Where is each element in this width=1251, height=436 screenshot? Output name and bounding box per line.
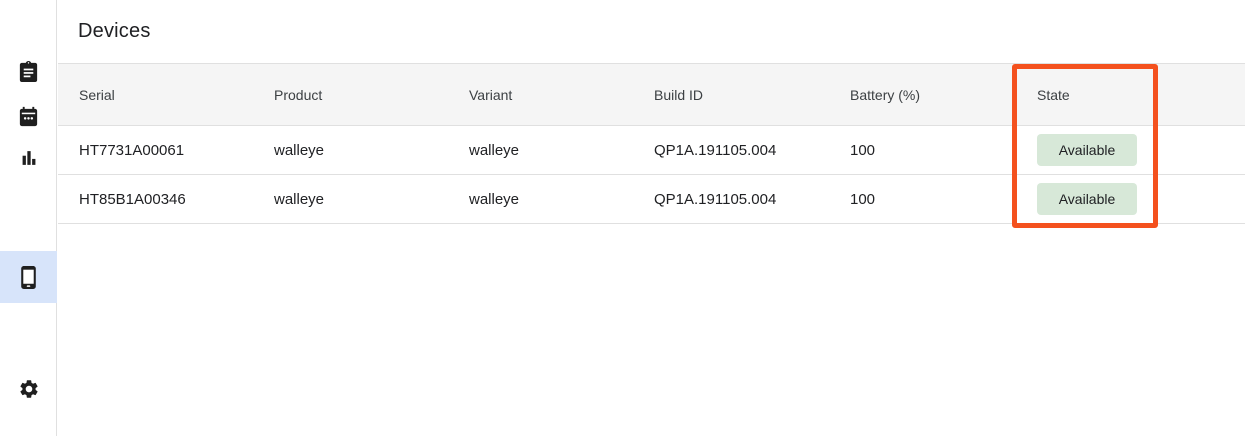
sidebar-item-devices[interactable]: [0, 251, 57, 303]
cell-battery: 100: [850, 141, 876, 159]
cell-build-id: QP1A.191105.004: [654, 190, 777, 208]
bar-chart-icon: [18, 147, 40, 169]
cell-serial: HT7731A00061: [79, 141, 185, 159]
cell-state: Available: [1037, 134, 1245, 166]
devices-table: Serial Product Variant Build ID Battery …: [58, 63, 1245, 224]
column-header-variant: Variant: [469, 86, 513, 103]
clipboard-list-icon: [17, 60, 40, 83]
gear-icon: [18, 378, 40, 400]
cell-serial: HT85B1A00346: [79, 190, 186, 208]
table-row[interactable]: HT85B1A00346 walleye walleye QP1A.191105…: [58, 175, 1245, 224]
cell-variant: walleye: [469, 190, 520, 208]
table-header-row: Serial Product Variant Build ID Battery …: [58, 63, 1245, 126]
column-header-battery: Battery (%): [850, 86, 921, 103]
phone-icon: [16, 265, 41, 290]
state-badge: Available: [1037, 183, 1137, 215]
cell-variant: walleye: [469, 141, 520, 159]
main-content: Devices Serial Product Variant Build ID …: [58, 0, 1251, 436]
sidebar: [0, 0, 57, 436]
sidebar-item-stats[interactable]: [0, 136, 57, 180]
cell-product: walleye: [274, 141, 325, 159]
column-header-product: Product: [274, 86, 323, 103]
state-badge: Available: [1037, 134, 1137, 166]
calendar-icon: [17, 105, 40, 128]
cell-state: Available: [1037, 183, 1245, 215]
table-row[interactable]: HT7731A00061 walleye walleye QP1A.191105…: [58, 126, 1245, 175]
column-header-serial: Serial: [79, 86, 115, 103]
page-title: Devices: [78, 20, 151, 42]
cell-product: walleye: [274, 190, 325, 208]
sidebar-item-schedule[interactable]: [0, 94, 57, 138]
cell-battery: 100: [850, 190, 876, 208]
titlebar: Devices: [58, 0, 1251, 63]
cell-build-id: QP1A.191105.004: [654, 141, 777, 159]
sidebar-item-tasks[interactable]: [0, 49, 57, 93]
column-header-state: State: [1037, 86, 1070, 103]
sidebar-item-settings[interactable]: [0, 367, 57, 411]
column-header-build-id: Build ID: [654, 86, 704, 103]
